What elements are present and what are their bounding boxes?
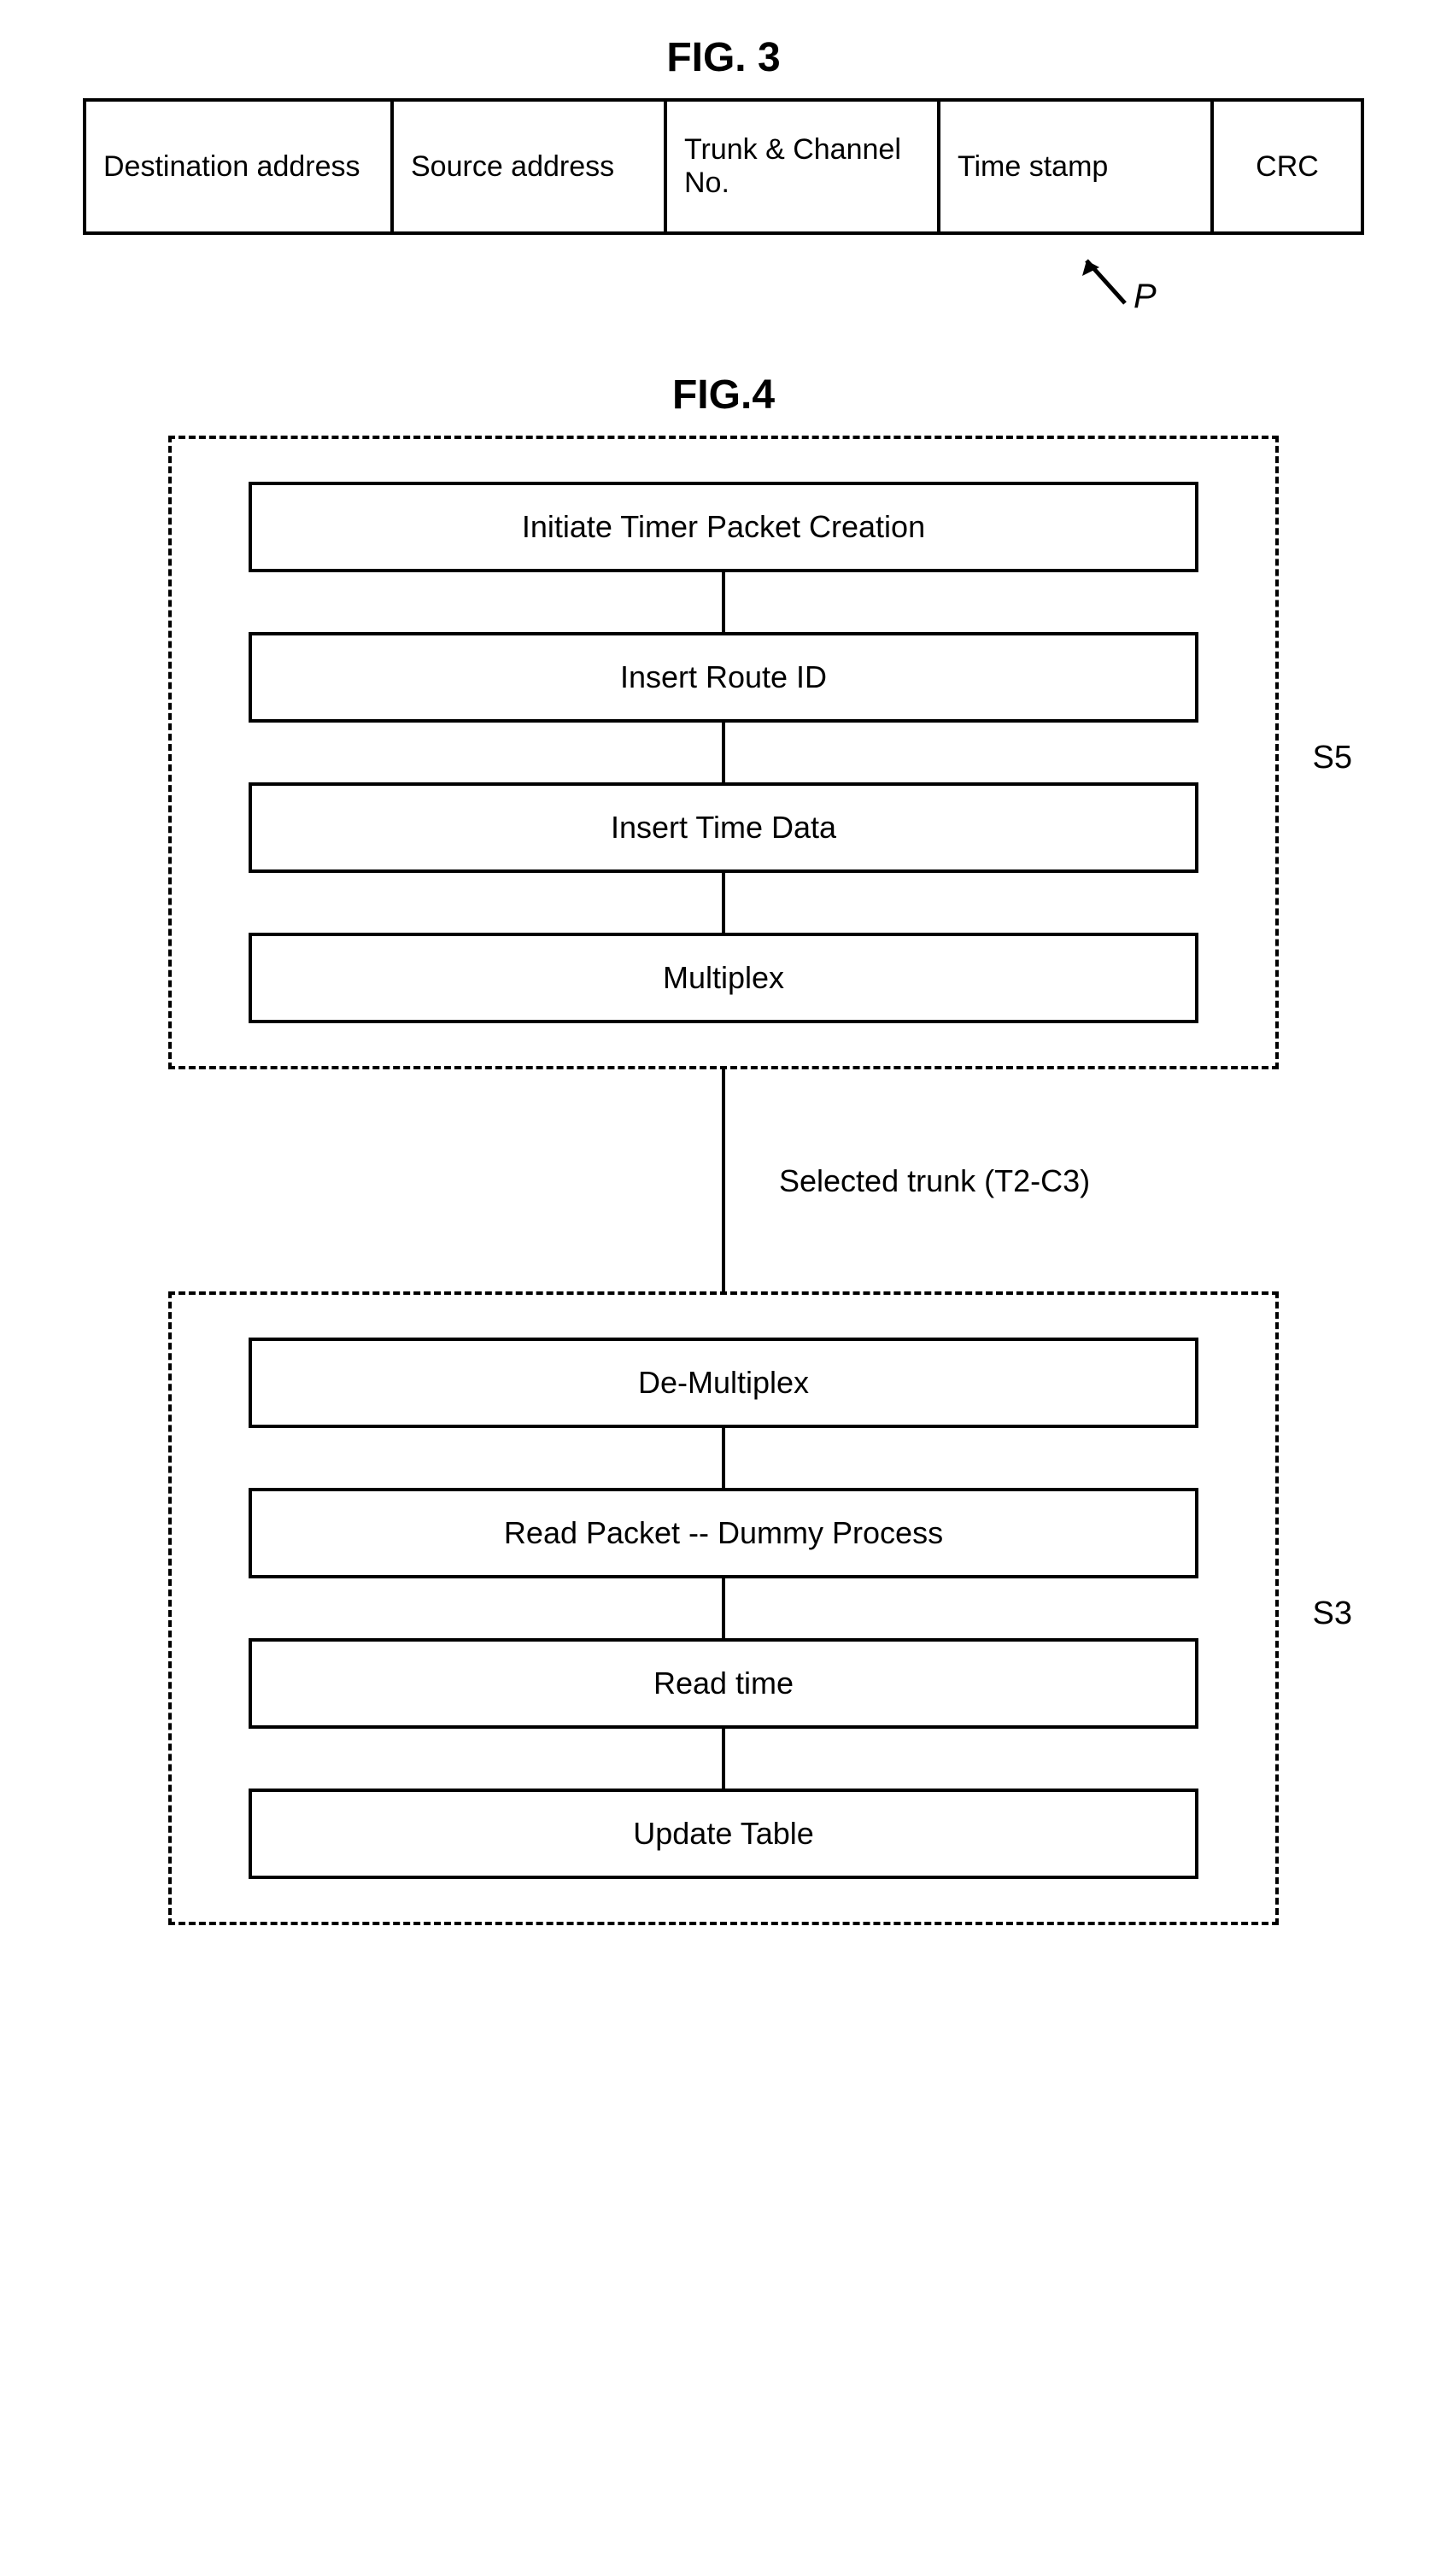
cell-trunk-channel: Trunk & Channel No. <box>667 102 940 231</box>
connector <box>722 572 725 632</box>
fig4-flowchart: S5 Initiate Timer Packet Creation Insert… <box>168 436 1279 1925</box>
connector <box>722 873 725 933</box>
connector <box>722 1428 725 1488</box>
step-initiate-timer: Initiate Timer Packet Creation <box>249 482 1198 572</box>
cell-time-stamp: Time stamp <box>940 102 1214 231</box>
step-update-table: Update Table <box>249 1789 1198 1879</box>
step-demultiplex: De-Multiplex <box>249 1338 1198 1428</box>
connector <box>722 723 725 782</box>
group-s3: S3 De-Multiplex Read Packet -- Dummy Pro… <box>168 1291 1279 1925</box>
pointer-arrow-icon <box>1074 252 1142 312</box>
step-read-time: Read time <box>249 1638 1198 1729</box>
fig3-title: FIG. 3 <box>51 34 1396 81</box>
packet-structure-table: Destination address Source address Trunk… <box>83 98 1364 235</box>
group-s5-label: S5 <box>1313 740 1352 776</box>
group-s5: S5 Initiate Timer Packet Creation Insert… <box>168 436 1279 1069</box>
mid-connector-wrap: Selected trunk (T2-C3) <box>168 1069 1279 1291</box>
pointer-label: P <box>1134 278 1157 316</box>
connector <box>722 1729 725 1789</box>
mid-connector <box>722 1069 725 1291</box>
pointer-annotation: P <box>83 252 1364 320</box>
step-multiplex: Multiplex <box>249 933 1198 1023</box>
group-s3-label: S3 <box>1313 1595 1352 1632</box>
cell-destination: Destination address <box>86 102 394 231</box>
fig4-title: FIG.4 <box>51 372 1396 419</box>
step-insert-route-id: Insert Route ID <box>249 632 1198 723</box>
selected-trunk-label: Selected trunk (T2-C3) <box>779 1163 1090 1199</box>
connector <box>722 1578 725 1638</box>
step-read-packet: Read Packet -- Dummy Process <box>249 1488 1198 1578</box>
cell-source: Source address <box>394 102 667 231</box>
cell-crc: CRC <box>1214 102 1361 231</box>
step-insert-time-data: Insert Time Data <box>249 782 1198 873</box>
